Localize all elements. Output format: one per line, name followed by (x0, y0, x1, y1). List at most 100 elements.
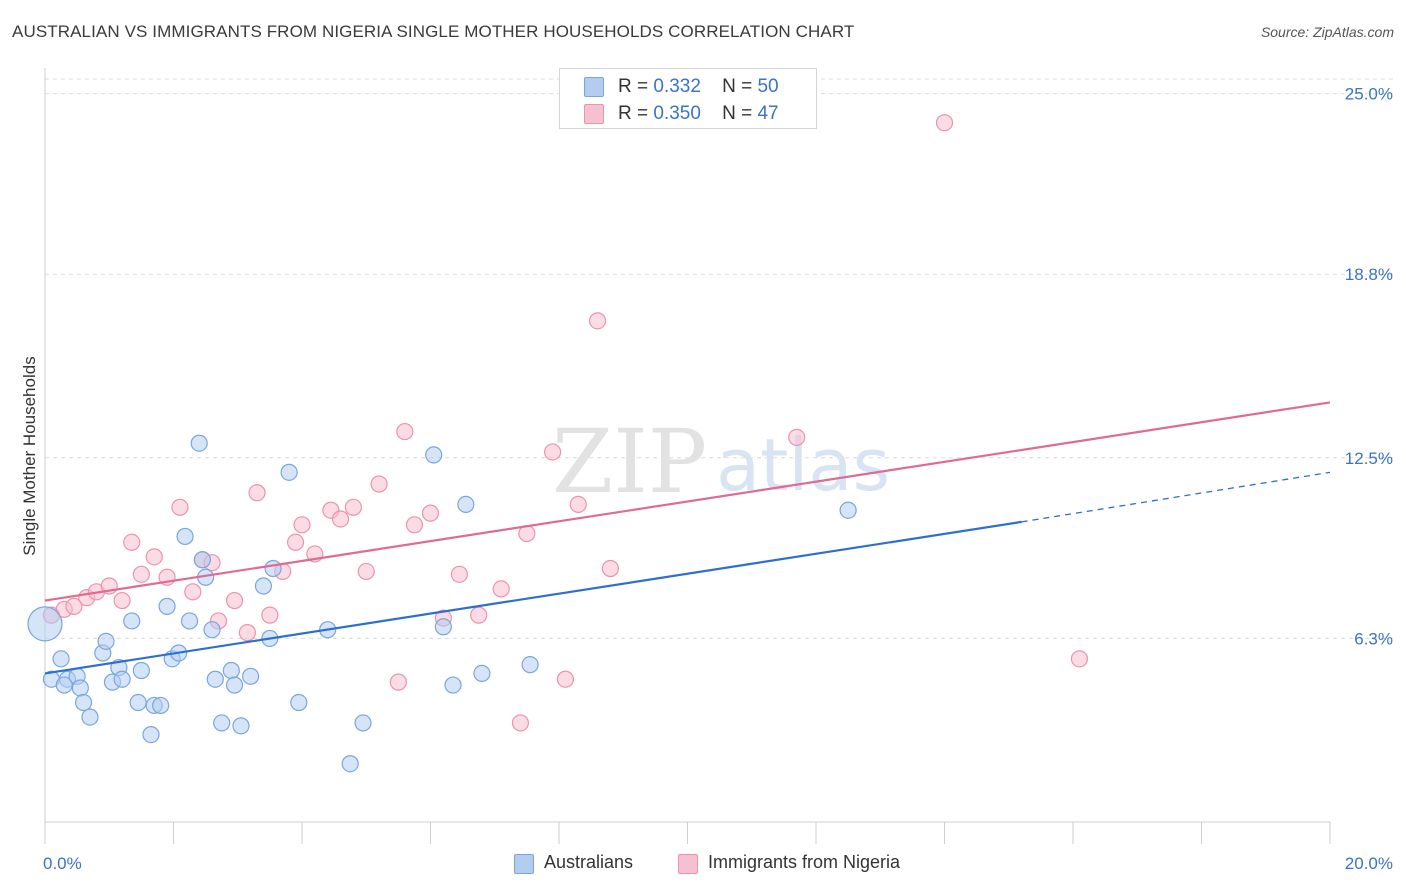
data-point (184, 583, 202, 601)
trendline-nigeria (44, 401, 1331, 602)
data-point (248, 484, 266, 502)
trendline-australians-extension (1021, 471, 1331, 523)
data-point (261, 606, 279, 624)
data-point (242, 667, 260, 685)
data-point (331, 510, 350, 528)
data-point (152, 696, 170, 715)
data-point (341, 755, 359, 773)
data-point (788, 428, 806, 446)
data-point (286, 533, 305, 551)
gridlines (45, 78, 1395, 639)
data-point (254, 577, 273, 595)
data-point (293, 516, 311, 534)
data-point (238, 624, 256, 642)
data-point (556, 670, 575, 688)
australians-points (27, 434, 857, 773)
data-point (190, 434, 208, 452)
data-point (145, 548, 163, 566)
data-point (421, 504, 440, 522)
tick-labels: 6.3% 12.5% 18.8% 25.0% 0.0% 20.0% (43, 85, 1393, 873)
data-point (193, 551, 212, 569)
data-point (123, 533, 141, 551)
data-point (225, 591, 244, 610)
data-point (264, 559, 282, 578)
chart-title: AUSTRALIAN VS IMMIGRANTS FROM NIGERIA SI… (12, 22, 855, 41)
source-label: Source: ZipAtlas.com (1260, 24, 1394, 40)
trendline-australians (44, 520, 1022, 675)
y-axis-label: Single Mother Households (20, 356, 39, 555)
data-point (74, 693, 93, 712)
legend-r-value: 0.332 (653, 76, 701, 97)
data-point (71, 679, 89, 697)
data-point (457, 495, 475, 514)
data-point (171, 498, 189, 516)
data-point (511, 714, 530, 732)
data-point (370, 475, 388, 493)
data-point (65, 597, 83, 615)
y-tick-label: 25.0% (1345, 85, 1393, 104)
legend: R = 0.332 N = 50 R = 0.350 N = 47 (559, 68, 817, 129)
data-point (176, 527, 194, 546)
axes (44, 68, 1331, 844)
data-point (225, 676, 244, 694)
data-point (450, 565, 469, 583)
y-tick-label: 12.5% (1345, 449, 1393, 468)
nigeria-points (42, 114, 1089, 732)
legend-n-value: 47 (757, 103, 779, 124)
data-point (473, 664, 491, 683)
legend-swatch-pink (584, 104, 604, 124)
data-point (290, 693, 308, 712)
legend-n-label: N = (722, 76, 753, 97)
legend-n-value: 50 (757, 76, 779, 97)
data-point (222, 661, 240, 680)
data-point (405, 516, 424, 534)
data-point (27, 606, 63, 642)
legend-n-label: N = (722, 103, 753, 124)
data-point (232, 717, 250, 735)
data-point (569, 495, 587, 514)
legend-r-label: R = (618, 103, 649, 124)
legend-r-label: R = (618, 76, 649, 97)
data-point (470, 606, 488, 624)
data-point (1070, 650, 1089, 668)
data-point (113, 670, 131, 688)
data-point (425, 446, 443, 464)
data-point (129, 693, 147, 712)
data-point (158, 597, 176, 615)
data-point (588, 312, 607, 330)
data-point (52, 650, 70, 668)
data-point (180, 612, 199, 630)
trendlines (44, 401, 1331, 675)
data-point (521, 656, 539, 674)
data-point (935, 114, 954, 132)
data-point (203, 621, 221, 639)
x-tick-label: 20.0% (1345, 854, 1393, 873)
data-point (132, 661, 150, 680)
legend-r-value: 0.350 (653, 103, 701, 124)
x-tick-label: 0.0% (43, 854, 82, 873)
bottom-legend-swatch-blue (514, 854, 534, 874)
data-point (113, 591, 131, 610)
data-point (132, 565, 150, 583)
data-point (492, 580, 510, 598)
data-point (344, 498, 362, 516)
data-point (97, 632, 115, 650)
data-point (81, 708, 99, 726)
data-point (601, 559, 620, 578)
data-point (543, 443, 562, 461)
data-point (444, 676, 462, 694)
y-tick-label: 18.8% (1345, 265, 1393, 284)
bottom-legend-label: Australians (544, 852, 634, 872)
bottom-legend-label: Immigrants from Nigeria (708, 852, 901, 872)
data-point (354, 714, 372, 732)
legend-swatch-blue (584, 77, 604, 97)
data-point (280, 463, 298, 481)
bottom-legend-swatch-pink (678, 854, 698, 874)
data-point (357, 562, 375, 581)
data-point (142, 725, 160, 744)
data-point (434, 618, 452, 636)
data-point (206, 670, 224, 688)
data-point (213, 714, 231, 732)
data-point (123, 612, 141, 630)
